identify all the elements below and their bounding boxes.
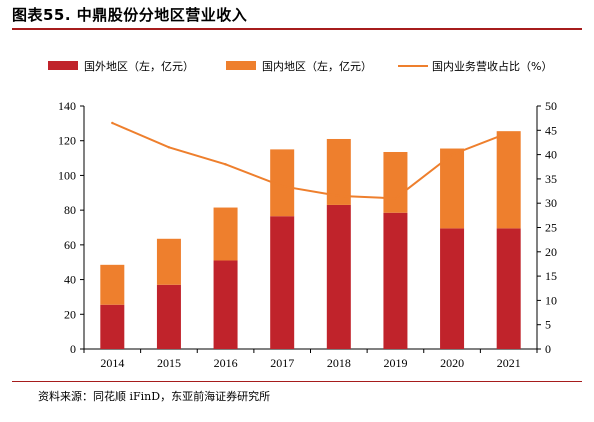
share-line bbox=[111, 121, 510, 200]
figure-title: 图表55. 中鼎股份分地区营业收入 bbox=[12, 6, 248, 24]
x-tick-label: 2021 bbox=[497, 356, 521, 370]
legend-domestic-swatch bbox=[226, 61, 256, 70]
legend-overseas-swatch bbox=[48, 61, 78, 70]
bar-domestic bbox=[100, 264, 125, 305]
bar-overseas bbox=[326, 204, 351, 349]
line-domestic-share bbox=[111, 122, 510, 200]
x-tick-label: 2018 bbox=[327, 356, 351, 370]
title-rule bbox=[12, 28, 582, 30]
line-point bbox=[450, 153, 454, 156]
right-tick-label: 50 bbox=[545, 99, 557, 113]
bar-domestic bbox=[496, 131, 521, 229]
x-tick-label: 2014 bbox=[100, 356, 124, 370]
right-tick-label: 40 bbox=[545, 148, 557, 162]
line-point bbox=[167, 146, 171, 149]
line-point bbox=[507, 131, 510, 134]
line-point bbox=[337, 194, 341, 198]
right-tick-label: 30 bbox=[545, 196, 557, 210]
bar-overseas bbox=[383, 212, 408, 349]
right-tick-label: 35 bbox=[545, 172, 557, 186]
bar-overseas bbox=[156, 284, 181, 349]
left-tick-label: 20 bbox=[64, 307, 76, 321]
line-point bbox=[394, 197, 397, 200]
left-tick-label: 0 bbox=[70, 342, 76, 356]
x-tick-label: 2019 bbox=[383, 356, 407, 370]
left-tick-label: 120 bbox=[58, 134, 76, 148]
bar-domestic bbox=[156, 238, 181, 285]
left-tick-label: 100 bbox=[58, 168, 76, 182]
left-tick-label: 60 bbox=[64, 238, 76, 252]
bar-overseas bbox=[270, 216, 295, 349]
right-tick-label: 45 bbox=[545, 123, 557, 137]
line-point bbox=[280, 184, 284, 188]
legend-overseas-label: 国外地区（左，亿元） bbox=[84, 60, 194, 73]
source-note: 资料来源：同花顺 iFinD，东亚前海证券研究所 bbox=[38, 390, 271, 403]
line-point bbox=[111, 121, 114, 125]
source-rule bbox=[12, 381, 582, 382]
legend-share-label: 国内业务营收占比（%） bbox=[432, 59, 552, 73]
x-tick-label: 2017 bbox=[270, 356, 294, 370]
right-tick-label: 0 bbox=[545, 342, 551, 356]
legend: 国外地区（左，亿元） 国内地区（左，亿元） 国内业务营收占比（%） bbox=[48, 59, 552, 73]
right-tick-label: 10 bbox=[545, 293, 557, 307]
bar-overseas bbox=[440, 228, 465, 349]
x-tick-label: 2016 bbox=[214, 356, 238, 370]
left-tick-label: 40 bbox=[64, 273, 76, 287]
bar-overseas bbox=[213, 260, 238, 349]
right-tick-label: 5 bbox=[545, 318, 551, 332]
x-tick-label: 2015 bbox=[157, 356, 181, 370]
line-point bbox=[224, 163, 227, 166]
right-tick-label: 15 bbox=[545, 269, 557, 283]
left-tick-label: 80 bbox=[64, 203, 76, 217]
left-tick-label: 140 bbox=[58, 99, 76, 113]
bar-overseas bbox=[100, 304, 125, 349]
bar-domestic bbox=[213, 207, 238, 261]
right-tick-label: 20 bbox=[545, 245, 557, 259]
bar-domestic bbox=[383, 151, 408, 213]
right-tick-label: 25 bbox=[545, 221, 557, 235]
bar-overseas bbox=[496, 228, 521, 349]
legend-domestic-label: 国内地区（左，亿元） bbox=[262, 59, 372, 73]
axes: 0 20 40 60 80 100 120 140 0 5 10 15 20 25 30 35 40 45 50 20… bbox=[58, 99, 557, 370]
x-tick-label: 2020 bbox=[440, 356, 464, 370]
bars bbox=[100, 131, 521, 349]
